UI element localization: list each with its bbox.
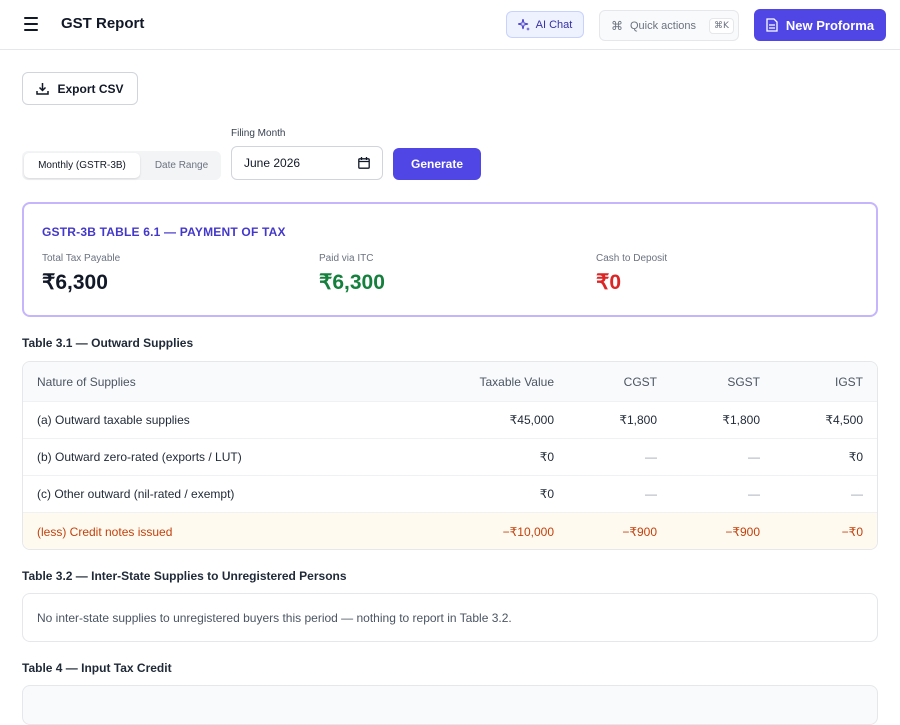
quick-actions-label: Quick actions [630, 19, 697, 32]
payment-summary-card: GSTR-3B TABLE 6.1 — PAYMENT OF TAX Total… [22, 202, 878, 317]
table-cell: ₹1,800 [722, 413, 760, 427]
mode-option-date-range[interactable]: Date Range [154, 160, 209, 171]
export-csv-button[interactable]: Export CSV [22, 72, 138, 105]
summary-title: GSTR-3B TABLE 6.1 — PAYMENT OF TAX [42, 225, 286, 239]
column-header: IGST [834, 374, 863, 389]
column-header: Taxable Value [479, 374, 555, 389]
table-cell: ₹4,500 [825, 413, 863, 427]
download-icon [36, 83, 50, 95]
stat-total-tax-payable: Total Tax Payable ₹6,300 [42, 253, 120, 295]
column-header: Nature of Supplies [37, 374, 136, 389]
stat-paid-via-itc: Paid via ITC ₹6,300 [319, 253, 385, 295]
quick-actions-button[interactable]: ⌘ Quick actions ⌘K [599, 10, 739, 41]
table-row: (a) Outward taxable supplies ₹45,000 ₹1,… [23, 402, 877, 439]
filing-month-input[interactable]: June 2026 [231, 146, 383, 180]
filing-month-value: June 2026 [244, 156, 301, 170]
stat-label: Cash to Deposit [596, 253, 668, 264]
table-cell: — [645, 450, 657, 464]
ai-chat-button[interactable]: AI Chat [506, 11, 584, 38]
table-cell: −₹0 [841, 524, 863, 539]
table-row: (b) Outward zero-rated (exports / LUT) ₹… [23, 439, 877, 476]
table-cell: ₹0 [539, 450, 554, 464]
table-cell: (c) Other outward (nil-rated / exempt) [37, 487, 235, 501]
ai-chat-label: AI Chat [535, 18, 573, 31]
stat-cash-to-deposit: Cash to Deposit ₹0 [596, 253, 667, 295]
generate-button[interactable]: Generate [393, 148, 481, 180]
table-3-2-title: Table 3.2 — Inter-State Supplies to Unre… [22, 569, 347, 583]
table-cell: ₹0 [848, 450, 863, 464]
filing-month-label: Filing Month [231, 128, 286, 139]
table-cell: (less) Credit notes issued [37, 524, 173, 539]
stat-value: ₹6,300 [319, 271, 385, 294]
page-title: GST Report [61, 15, 145, 32]
table-cell: — [748, 487, 760, 501]
table-cell: — [851, 487, 863, 501]
mode-option-monthly[interactable]: Monthly (GSTR-3B) [24, 153, 140, 178]
hamburger-menu-icon[interactable] [24, 17, 38, 31]
table-4-title: Table 4 — Input Tax Credit [22, 661, 172, 675]
stat-value: ₹6,300 [42, 271, 108, 294]
stat-label: Paid via ITC [319, 253, 374, 264]
table-header-row: Nature of Supplies Taxable Value CGST SG… [23, 362, 877, 402]
report-mode-toggle: Monthly (GSTR-3B) Date Range [22, 151, 221, 180]
input-tax-credit-table [22, 685, 878, 725]
table-cell: −₹900 [725, 524, 760, 539]
table-cell: −₹10,000 [502, 524, 554, 539]
table-cell: ₹45,000 [509, 413, 554, 427]
table-cell: (a) Outward taxable supplies [37, 413, 190, 427]
new-proforma-label: New Proforma [785, 17, 875, 33]
table-cell: ₹1,800 [619, 413, 657, 427]
table-cell: −₹900 [622, 524, 657, 539]
table-cell: — [748, 450, 760, 464]
sparkle-icon [517, 18, 530, 31]
table-cell: ₹0 [539, 487, 554, 501]
column-header: CGST [623, 374, 657, 389]
table-cell: — [645, 487, 657, 501]
export-csv-label: Export CSV [57, 81, 124, 96]
new-proforma-button[interactable]: New Proforma [754, 9, 886, 41]
table-3-2-empty-message: No inter-state supplies to unregistered … [22, 593, 878, 642]
column-header: SGST [727, 374, 760, 389]
table-row: (c) Other outward (nil-rated / exempt) ₹… [23, 476, 877, 513]
stat-value: ₹0 [596, 271, 622, 294]
table-3-1-title: Table 3.1 — Outward Supplies [22, 336, 194, 350]
table-cell: (b) Outward zero-rated (exports / LUT) [37, 450, 242, 464]
document-icon [766, 18, 778, 32]
outward-supplies-table: Nature of Supplies Taxable Value CGST SG… [22, 361, 878, 550]
shortcut-badge: ⌘K [709, 17, 734, 34]
calendar-icon[interactable] [358, 157, 370, 169]
top-bar: GST Report AI Chat ⌘ Quick actions ⌘K Ne… [0, 0, 900, 50]
stat-label: Total Tax Payable [42, 253, 121, 264]
credit-notes-row: (less) Credit notes issued −₹10,000 −₹90… [23, 513, 877, 549]
command-icon: ⌘ [611, 18, 623, 33]
